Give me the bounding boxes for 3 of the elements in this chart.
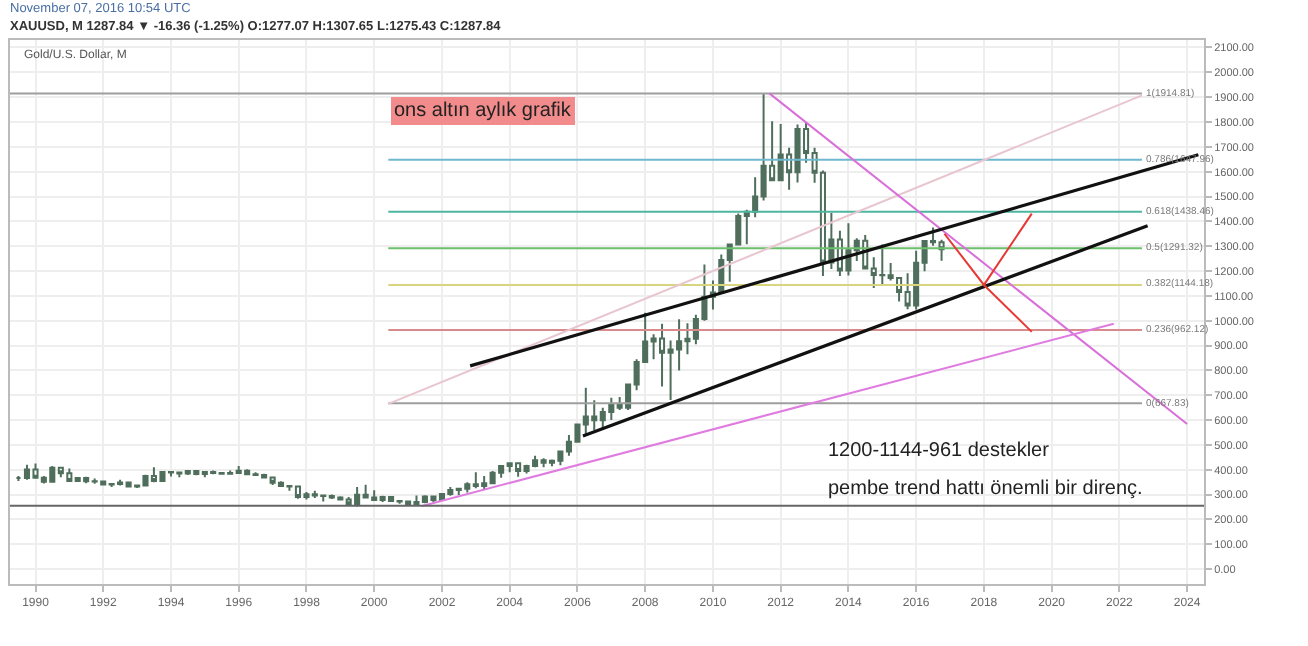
annotation: 1200-1144-961 destekler [828,440,1051,462]
annotation: ons altın aylık grafik [394,100,573,122]
annotation: pembe trend hattı önemli bir direnç. [828,478,1143,500]
